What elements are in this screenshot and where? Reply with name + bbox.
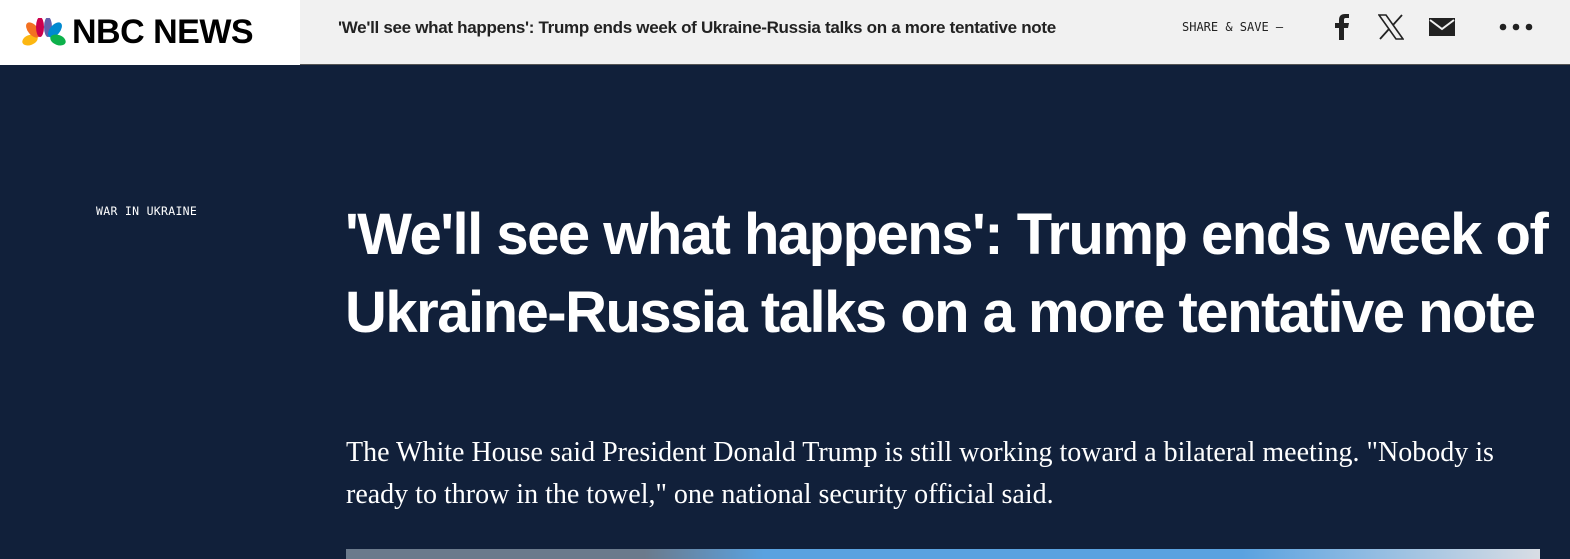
email-icon[interactable] [1428, 12, 1456, 42]
nbc-news-logo[interactable]: NBC NEWS [0, 0, 300, 65]
hero-image [346, 549, 1540, 559]
logo-text: NBC NEWS [72, 13, 254, 51]
x-icon[interactable] [1377, 12, 1405, 42]
article-dek: The White House said President Donald Tr… [346, 437, 1494, 510]
article-headline: 'We'll see what happens': Trump ends wee… [345, 202, 1549, 345]
facebook-icon[interactable] [1330, 12, 1354, 42]
sticky-header: NBC NEWS 'We'll see what happens': Trump… [0, 0, 1570, 65]
header-article-title: 'We'll see what happens': Trump ends wee… [338, 18, 1056, 37]
peacock-icon [22, 17, 66, 45]
share-save-toggle[interactable]: SHARE & SAVE — [1182, 20, 1284, 34]
section-label[interactable]: WAR IN UKRAINE [96, 204, 198, 218]
more-icon[interactable] [1496, 12, 1536, 42]
